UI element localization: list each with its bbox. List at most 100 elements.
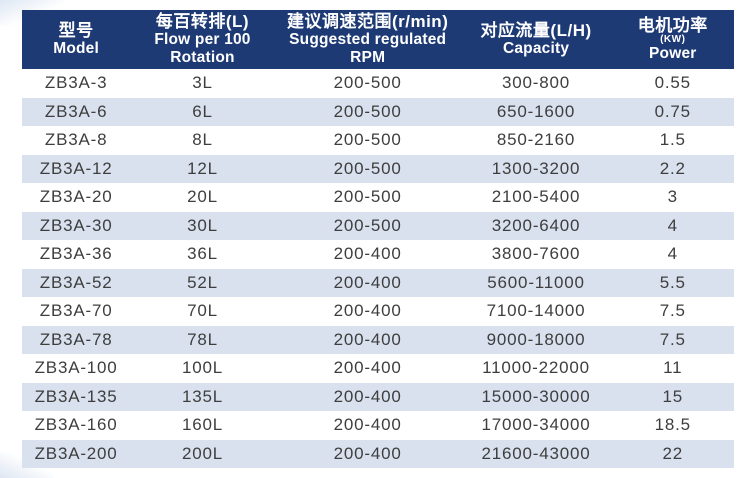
table-cell: ZB3A-135 (22, 382, 131, 411)
header-row: 型号 Model 每百转排(L) Flow per 100 Rotation 建… (22, 10, 734, 69)
pump-spec-table-wrap: 型号 Model 每百转排(L) Flow per 100 Rotation 建… (22, 10, 734, 468)
table-cell: ZB3A-78 (22, 325, 131, 354)
col-header-model-en: Model (53, 40, 99, 57)
table-cell: ZB3A-3 (22, 69, 131, 98)
table-cell: 200-400 (274, 268, 461, 297)
table-cell: 12L (130, 154, 275, 183)
table-cell: 17000-34000 (460, 411, 612, 440)
table-cell: 200L (130, 439, 275, 468)
table-cell: ZB3A-200 (22, 439, 131, 468)
table-cell: 3200-6400 (460, 211, 612, 240)
table-cell: ZB3A-12 (22, 154, 131, 183)
col-header-rpm-en1: Suggested regulated (289, 31, 447, 48)
table-cell: ZB3A-20 (22, 183, 131, 212)
table-cell: 3 (611, 183, 734, 212)
table-cell: 15 (611, 382, 734, 411)
col-header-power-kw: (KW) (660, 34, 686, 45)
table-cell: 0.75 (611, 97, 734, 126)
col-header-rpm-zh: 建议调速范围(r/min) (286, 12, 449, 31)
table-cell: ZB3A-6 (22, 97, 131, 126)
table-cell: 160L (130, 411, 275, 440)
col-header-model: 型号 Model (22, 10, 131, 69)
table-cell: 20L (130, 183, 275, 212)
table-cell: 78L (130, 325, 275, 354)
table-cell: ZB3A-70 (22, 297, 131, 326)
table-body: ZB3A-3 3L 200-500 300-800 0.55 ZB3A-6 6L 200-50… (22, 69, 734, 468)
table-cell: 18.5 (611, 411, 734, 440)
table-cell: ZB3A-100 (22, 354, 131, 383)
table-cell: 200-400 (274, 240, 461, 269)
col-header-power-en: Power (649, 45, 697, 62)
table-cell: ZB3A-8 (22, 126, 131, 155)
col-header-flow-en2: Rotation (170, 49, 235, 66)
table-cell: 6L (130, 97, 275, 126)
table-cell: 200-500 (274, 154, 461, 183)
table-cell: ZB3A-160 (22, 411, 131, 440)
table-cell: 200-400 (274, 439, 461, 468)
table-cell: 135L (130, 382, 275, 411)
col-header-capacity: 对应流量(L/H) Capacity (460, 10, 612, 69)
table-cell: 200-400 (274, 354, 461, 383)
table-cell: 200-500 (274, 126, 461, 155)
table-row: ZB3A-52 52L 200-400 5600-11000 5.5 (22, 268, 734, 297)
table-cell: 200-400 (274, 297, 461, 326)
table-cell: 5600-11000 (460, 268, 612, 297)
table-cell: 9000-18000 (460, 325, 612, 354)
table-cell: ZB3A-36 (22, 240, 131, 269)
table-cell: 850-2160 (460, 126, 612, 155)
col-header-power: 电机功率 (KW) Power (611, 10, 734, 69)
table-row: ZB3A-6 6L 200-500 650-1600 0.75 (22, 97, 734, 126)
col-header-capacity-zh: 对应流量(L/H) (480, 21, 592, 40)
table-cell: 11000-22000 (460, 354, 612, 383)
table-header: 型号 Model 每百转排(L) Flow per 100 Rotation 建… (22, 10, 734, 69)
table-cell: 15000-30000 (460, 382, 612, 411)
table-cell: 1300-3200 (460, 154, 612, 183)
table-cell: 7.5 (611, 325, 734, 354)
table-cell: 52L (130, 268, 275, 297)
table-cell: 200-500 (274, 97, 461, 126)
table-cell: 3800-7600 (460, 240, 612, 269)
table-cell: 8L (130, 126, 275, 155)
table-cell: 21600-43000 (460, 439, 612, 468)
table-cell: 100L (130, 354, 275, 383)
table-cell: 4 (611, 240, 734, 269)
col-header-model-zh: 型号 (58, 21, 94, 40)
table-cell: ZB3A-30 (22, 211, 131, 240)
pump-spec-table: 型号 Model 每百转排(L) Flow per 100 Rotation 建… (22, 10, 734, 468)
table-cell: 30L (130, 211, 275, 240)
col-header-flow-zh: 每百转排(L) (155, 12, 250, 31)
table-cell: ZB3A-52 (22, 268, 131, 297)
table-cell: 4 (611, 211, 734, 240)
table-cell: 22 (611, 439, 734, 468)
table-cell: 5.5 (611, 268, 734, 297)
table-cell: 300-800 (460, 69, 612, 98)
table-row: ZB3A-36 36L 200-400 3800-7600 4 (22, 240, 734, 269)
table-cell: 70L (130, 297, 275, 326)
table-cell: 200-400 (274, 325, 461, 354)
table-cell: 7.5 (611, 297, 734, 326)
table-row: ZB3A-8 8L 200-500 850-2160 1.5 (22, 126, 734, 155)
col-header-capacity-en: Capacity (502, 40, 570, 57)
col-header-rpm: 建议调速范围(r/min) Suggested regulated RPM (274, 10, 461, 69)
col-header-rpm-en2: RPM (350, 49, 386, 66)
table-cell: 7100-14000 (460, 297, 612, 326)
col-header-power-zh: 电机功率 (637, 16, 708, 35)
table-cell: 200-400 (274, 411, 461, 440)
table-cell: 200-400 (274, 382, 461, 411)
table-cell: 11 (611, 354, 734, 383)
table-cell: 3L (130, 69, 275, 98)
table-row: ZB3A-12 12L 200-500 1300-3200 2.2 (22, 154, 734, 183)
table-cell: 2.2 (611, 154, 734, 183)
table-row: ZB3A-160 160L 200-400 17000-34000 18.5 (22, 411, 734, 440)
table-row: ZB3A-70 70L 200-400 7100-14000 7.5 (22, 297, 734, 326)
col-header-flow-en1: Flow per 100 (154, 31, 251, 48)
table-cell: 200-500 (274, 211, 461, 240)
table-row: ZB3A-30 30L 200-500 3200-6400 4 (22, 211, 734, 240)
table-row: ZB3A-200 200L 200-400 21600-43000 22 (22, 439, 734, 468)
table-row: ZB3A-135 135L 200-400 15000-30000 15 (22, 382, 734, 411)
col-header-flow: 每百转排(L) Flow per 100 Rotation (130, 10, 275, 69)
table-row: ZB3A-100 100L 200-400 11000-22000 11 (22, 354, 734, 383)
table-cell: 200-500 (274, 69, 461, 98)
table-row: ZB3A-78 78L 200-400 9000-18000 7.5 (22, 325, 734, 354)
